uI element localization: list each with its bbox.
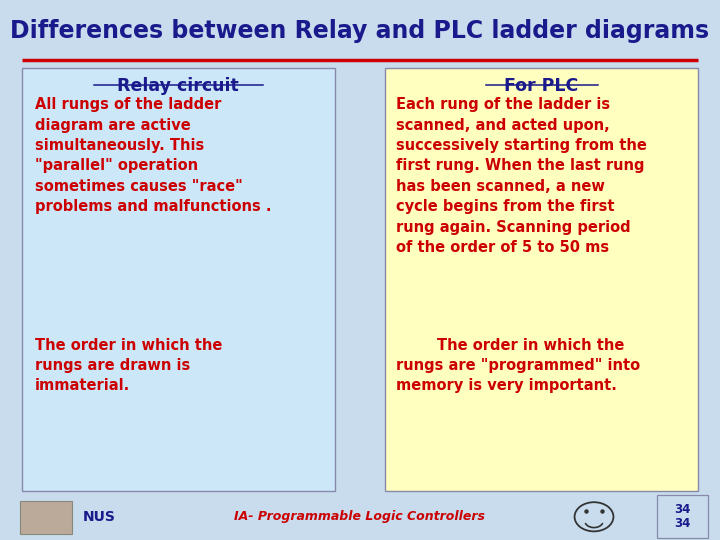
Text: 34: 34 xyxy=(675,503,690,516)
Text: Relay circuit: Relay circuit xyxy=(117,77,239,95)
Text: The order in which the
rungs are "programmed" into
memory is very important.: The order in which the rungs are "progra… xyxy=(396,338,640,393)
Text: NUS: NUS xyxy=(83,510,116,524)
Text: All rungs of the ladder
diagram are active
simultaneously. This
"parallel" opera: All rungs of the ladder diagram are acti… xyxy=(35,97,271,214)
Text: IA- Programmable Logic Controllers: IA- Programmable Logic Controllers xyxy=(235,510,485,523)
FancyBboxPatch shape xyxy=(22,68,335,491)
Text: For PLC: For PLC xyxy=(504,77,579,95)
FancyBboxPatch shape xyxy=(385,68,698,491)
Text: Differences between Relay and PLC ladder diagrams: Differences between Relay and PLC ladder… xyxy=(10,19,710,43)
Text: The order in which the
rungs are drawn is
immaterial.: The order in which the rungs are drawn i… xyxy=(35,338,222,393)
Text: Each rung of the ladder is
scanned, and acted upon,
successively starting from t: Each rung of the ladder is scanned, and … xyxy=(396,97,647,255)
FancyBboxPatch shape xyxy=(20,501,72,534)
Text: 34: 34 xyxy=(675,517,690,530)
FancyBboxPatch shape xyxy=(657,495,708,538)
